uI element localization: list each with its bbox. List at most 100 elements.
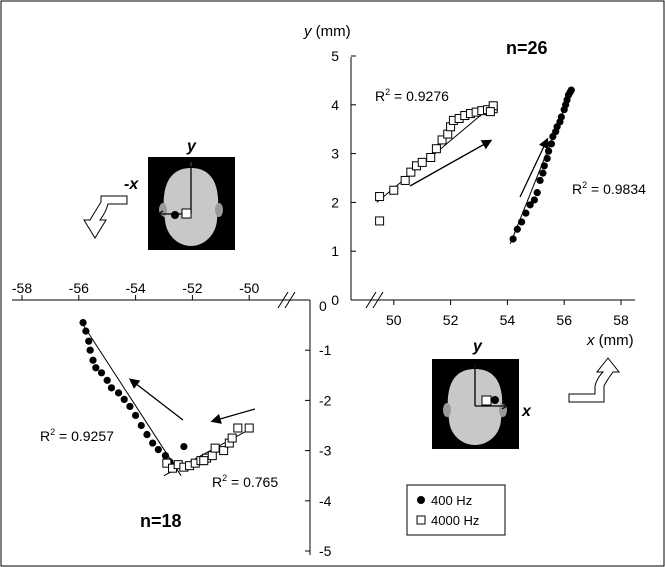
ll-x-tick-label: -52 [182,280,202,296]
ur-point-400hz [526,201,534,209]
ll-point-4000hz [227,433,237,443]
ur-point-400hz [547,140,556,148]
lower-left-axes [12,291,311,555]
curved-arrow-left-icon [83,195,128,239]
head-icon-right-y-label: y [472,338,483,355]
ll-point-400hz [97,369,106,377]
ll-y-tick-label: -2 [319,392,332,408]
ll-r2-400-label: R2 = 0.9257 [40,427,114,444]
curved-arrow-right-icon [568,357,621,403]
ur-point-400hz [540,162,548,170]
ur-tick-labels: 0 1 2 3 4 5 50 52 54 56 58 [331,48,629,328]
ll-point-400hz [132,411,140,420]
ur-point-400hz [518,218,526,226]
ur-axis-break-right [372,291,384,309]
ur-point-4000hz [437,135,447,145]
ll-point-4000hz [199,456,209,466]
ll-x-tick-label: -58 [12,280,32,296]
ur-y-tick-label: 0 [331,292,339,308]
ll-axis-break-left [277,291,289,309]
ll-x-tick-label: -56 [69,280,89,296]
head-icon-right-x-label: x [521,403,532,420]
ur-direction-arrow-400 [519,137,549,198]
ur-x-tick-label: 54 [500,312,516,328]
ur-r2-400-label: R2 = 0.9834 [572,180,646,197]
ur-point-4000hz [375,192,385,202]
ur-point-400hz [522,209,530,217]
ll-direction-arrow-400 [128,378,184,421]
ur-y-tick-label: 2 [331,194,339,210]
ur-point-400hz [539,169,547,177]
ur-point-4000hz [485,107,495,117]
ll-point-400hz [137,421,145,430]
head-icon-left-y-label: y [186,138,197,155]
ll-r2-4000-label: R2 = 0.765 [212,473,278,490]
ll-point-400hz [79,318,87,327]
ur-point-4000hz [400,175,410,185]
ll-count-label: n=18 [140,511,182,531]
ll-point-400hz [180,442,188,451]
ur-point-4000hz [389,185,399,195]
ur-point-4000hz [417,157,427,167]
ur-point-400hz [509,235,517,243]
ll-point-4000hz [162,458,172,468]
ur-y-tick-label: 5 [331,48,339,64]
ll-direction-arrow-4000 [210,408,256,424]
head-icon-left-x-label: -x [124,176,139,193]
ll-y-tick-label: -3 [319,443,332,459]
ll-point-400hz [82,327,90,335]
ur-y-tick-label: 4 [331,97,339,113]
ll-tick-labels: -58 -56 -54 -52 -50-1-2-3-4-50 [12,280,332,559]
ll-point-4000hz [219,446,229,456]
ur-y-tick-label: 3 [331,146,339,162]
ur-direction-arrow-4000 [409,139,493,187]
legend-4000hz-marker [416,515,426,525]
ur-point-400hz [543,154,551,163]
ll-point-4000hz [244,423,254,433]
ur-x-axis-title: x (mm) [586,332,634,349]
ur-point-4000hz [431,144,441,154]
ur-plot-area [375,86,575,245]
ll-x-tick-label: -50 [239,280,259,296]
ur-point-400hz [567,86,575,94]
ur-axis-break-left [365,291,377,309]
ll-point-400hz [103,376,111,384]
ur-count-label: n=26 [506,38,548,58]
ur-r2-4000-label: R2 = 0.9276 [375,87,449,104]
ll-point-400hz [86,346,94,354]
ur-y-tick-label: 1 [331,243,339,259]
ur-x-tick-label: 56 [556,312,572,328]
ll-point-4000hz [210,443,220,453]
ll-point-400hz [107,384,116,392]
ur-point-4000hz [406,167,416,177]
ll-point-400hz [114,389,123,397]
ll-trendline-400hz [81,322,182,476]
ll-point-400hz [126,402,134,411]
ll-point-400hz [154,445,162,454]
ur-x-tick-label: 58 [613,312,629,328]
ur-point-4000hz [375,216,385,226]
legend-4000hz-label: 4000 Hz [431,513,479,528]
ur-point-400hz [544,147,553,155]
head-icon-left-view [148,157,235,250]
ll-point-400hz [89,356,97,364]
ll-y-tick-label: -5 [319,543,332,559]
ur-x-tick-label: 52 [443,312,459,328]
ll-point-400hz [161,452,170,460]
ur-point-4000hz [443,129,453,139]
ll-point-400hz [143,430,151,439]
upper-right-axes [350,57,635,309]
legend-box [406,484,506,536]
head-icon-right-view [432,359,519,449]
ll-point-400hz [149,439,157,447]
ll-point-400hz [120,395,128,403]
ur-point-400hz [530,196,538,204]
ll-point-400hz [85,337,93,345]
ll-axis-break-right [284,291,296,309]
ur-point-400hz [513,225,521,233]
ll-point-4000hz [207,451,217,461]
legend-400hz-marker [417,496,425,504]
ur-point-400hz [536,176,544,185]
